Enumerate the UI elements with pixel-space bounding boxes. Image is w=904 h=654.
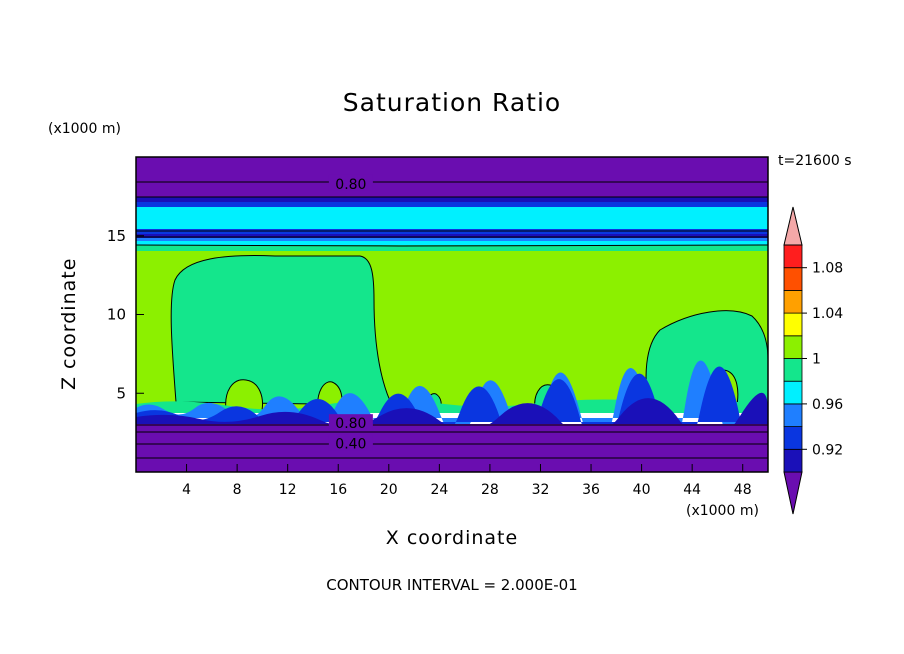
colorbar-label: 1.08 bbox=[812, 261, 843, 277]
band-mid-navy bbox=[136, 234, 768, 238]
colorbar-label: 1.04 bbox=[812, 306, 843, 322]
band-mid-cyan bbox=[136, 241, 768, 245]
band-mid-green bbox=[136, 245, 768, 251]
colorbar-swatch bbox=[783, 267, 803, 291]
band-top-purple bbox=[136, 157, 768, 197]
colorbar-swatch bbox=[783, 448, 803, 473]
x-axis-label: X coordinate bbox=[385, 527, 519, 549]
colorbar-swatch bbox=[783, 403, 803, 427]
x-tick-label: 4 bbox=[182, 482, 191, 498]
x-tick-label: 48 bbox=[734, 482, 752, 498]
band-top-blue bbox=[136, 202, 768, 207]
x-tick-label: 40 bbox=[633, 482, 651, 498]
cloud-left bbox=[170, 255, 393, 406]
colorbar-label: 0.96 bbox=[812, 397, 843, 413]
band-top-cyan bbox=[136, 207, 768, 229]
band-top-navy bbox=[136, 197, 768, 202]
colorbar-swatch bbox=[783, 244, 803, 269]
x-tick-label: 32 bbox=[532, 482, 550, 498]
contour-interval-note: CONTOUR INTERVAL = 2.000E-01 bbox=[326, 576, 578, 594]
contour-label: 0.80 bbox=[335, 416, 366, 432]
x-tick-label: 8 bbox=[233, 482, 242, 498]
y-tick-label: 15 bbox=[107, 227, 126, 245]
band-mid-lightblue bbox=[136, 238, 768, 241]
colorbar-swatch bbox=[783, 358, 803, 382]
cloud-right bbox=[645, 310, 768, 406]
colorbar-swatch bbox=[783, 426, 803, 450]
y-tick-label: 5 bbox=[116, 384, 126, 402]
colorbar-swatch bbox=[783, 380, 803, 405]
colorbar-swatch bbox=[783, 289, 803, 314]
contour-mid bbox=[136, 244, 768, 247]
x-tick-label: 16 bbox=[329, 482, 347, 498]
x-tick-label: 44 bbox=[683, 482, 701, 498]
x-tick-label: 20 bbox=[380, 482, 398, 498]
x-tick-label: 28 bbox=[481, 482, 499, 498]
plot-area bbox=[136, 157, 768, 472]
colorbar-label: 0.92 bbox=[812, 442, 843, 458]
contour-label: 0.40 bbox=[335, 437, 366, 453]
x-tick-label: 12 bbox=[279, 482, 297, 498]
contour-label: 0.80 bbox=[335, 177, 366, 193]
x-tick-label: 36 bbox=[582, 482, 600, 498]
colorbar-low-arrow bbox=[783, 471, 803, 515]
colorbar-swatch bbox=[783, 335, 803, 359]
time-label: t=21600 s bbox=[778, 153, 852, 169]
x-tick-label: 24 bbox=[430, 482, 448, 498]
contour-label-bg bbox=[328, 434, 373, 451]
band-bottom-purple bbox=[136, 424, 768, 472]
contour-label-bg bbox=[328, 174, 373, 191]
colorbar-high-arrow bbox=[783, 206, 803, 246]
colorbar-swatch bbox=[783, 312, 803, 337]
bubble-1 bbox=[225, 379, 263, 411]
y-unit-label: (x1000 m) bbox=[48, 121, 121, 137]
colorbar-label: 1 bbox=[812, 352, 821, 368]
x-unit-label: (x1000 m) bbox=[686, 503, 759, 519]
contour-label-bg bbox=[328, 414, 373, 431]
y-tick-label: 10 bbox=[107, 306, 126, 324]
chart-title: Saturation Ratio bbox=[342, 88, 562, 117]
